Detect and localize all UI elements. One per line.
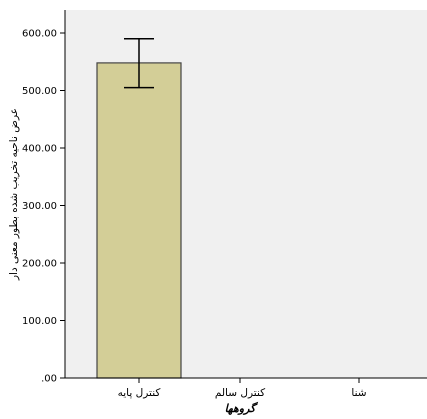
y-tick-label: .00 xyxy=(41,374,57,385)
bars-layer xyxy=(97,63,181,378)
bar xyxy=(97,63,181,378)
x-category-label: کنترل پایه xyxy=(118,387,161,399)
y-ticks-layer: .00 100.00 200.00 300.00 400.00 500.00 600.00 xyxy=(22,29,65,385)
y-tick-label: 500.00 xyxy=(22,86,57,97)
y-tick-label: 100.00 xyxy=(22,316,57,327)
x-category-label: شنا xyxy=(351,387,366,399)
x-axis-title: گروهها xyxy=(225,401,260,415)
y-tick-label: 400.00 xyxy=(22,144,57,155)
x-category-label: کنترل سالم xyxy=(215,387,265,399)
y-tick-label: 600.00 xyxy=(22,29,57,40)
y-tick-label: 200.00 xyxy=(22,259,57,270)
y-axis-title: عرض ناحیه تخریب شده بطور معنی دار xyxy=(8,108,20,281)
y-tick-label: 300.00 xyxy=(22,201,57,212)
x-categories-layer: کنترل پایه کنترل سالم شنا xyxy=(118,378,367,399)
